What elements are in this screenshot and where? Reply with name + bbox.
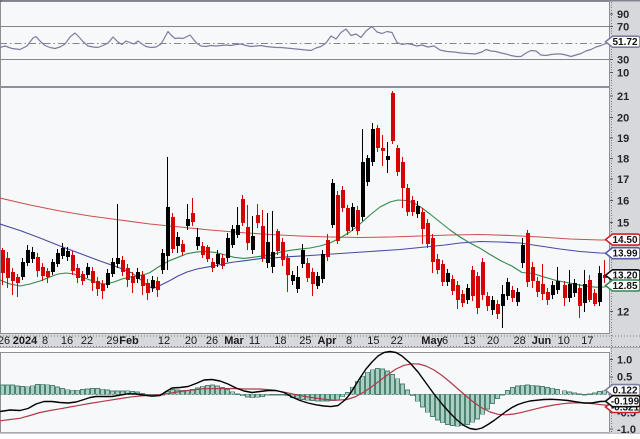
svg-text:0.5: 0.5 bbox=[617, 372, 632, 384]
svg-text:Mar: Mar bbox=[224, 335, 244, 347]
svg-text:2024: 2024 bbox=[13, 335, 38, 347]
svg-text:30: 30 bbox=[617, 55, 629, 67]
svg-text:13.99: 13.99 bbox=[612, 249, 637, 260]
svg-text:18: 18 bbox=[274, 335, 286, 347]
svg-text:13: 13 bbox=[463, 335, 475, 347]
svg-text:15: 15 bbox=[367, 335, 379, 347]
svg-text:8: 8 bbox=[346, 335, 352, 347]
svg-text:28: 28 bbox=[513, 335, 525, 347]
svg-text:Feb: Feb bbox=[119, 335, 139, 347]
svg-text:0.122: 0.122 bbox=[612, 386, 637, 397]
svg-text:90: 90 bbox=[617, 9, 629, 21]
svg-text:29: 29 bbox=[106, 335, 118, 347]
svg-text:Apr: Apr bbox=[318, 335, 338, 347]
svg-text:13.20: 13.20 bbox=[612, 271, 637, 282]
svg-text:-0.321: -0.321 bbox=[611, 402, 640, 413]
svg-text:22: 22 bbox=[391, 335, 403, 347]
svg-text:20: 20 bbox=[617, 112, 629, 124]
svg-text:70: 70 bbox=[617, 21, 629, 33]
svg-text:16: 16 bbox=[61, 335, 73, 347]
svg-text:19: 19 bbox=[617, 133, 629, 145]
svg-text:14.50: 14.50 bbox=[612, 235, 637, 246]
svg-text:12: 12 bbox=[617, 306, 629, 318]
svg-text:May: May bbox=[421, 335, 443, 347]
svg-text:6: 6 bbox=[442, 335, 448, 347]
svg-text:-0.199: -0.199 bbox=[611, 397, 640, 408]
svg-text:16: 16 bbox=[617, 195, 629, 207]
svg-text:17: 17 bbox=[617, 174, 629, 186]
svg-text:51.72: 51.72 bbox=[612, 37, 637, 48]
svg-text:17: 17 bbox=[581, 335, 593, 347]
svg-text:20: 20 bbox=[185, 335, 197, 347]
svg-text:22: 22 bbox=[81, 335, 93, 347]
svg-text:-1.0: -1.0 bbox=[617, 424, 636, 434]
svg-text:25: 25 bbox=[299, 335, 311, 347]
svg-text:11: 11 bbox=[249, 335, 260, 347]
svg-text:26: 26 bbox=[206, 335, 218, 347]
svg-text:12.85: 12.85 bbox=[612, 281, 637, 292]
svg-text:15: 15 bbox=[617, 217, 629, 229]
svg-text:Jun: Jun bbox=[532, 335, 552, 347]
svg-text:20: 20 bbox=[487, 335, 499, 347]
svg-text:21: 21 bbox=[617, 91, 629, 103]
svg-text:10: 10 bbox=[617, 67, 629, 79]
svg-text:1.0: 1.0 bbox=[617, 354, 632, 366]
svg-text:10: 10 bbox=[558, 335, 570, 347]
svg-text:26: 26 bbox=[0, 335, 10, 347]
svg-text:18: 18 bbox=[617, 153, 629, 165]
svg-text:12: 12 bbox=[158, 335, 170, 347]
svg-text:8: 8 bbox=[42, 335, 48, 347]
